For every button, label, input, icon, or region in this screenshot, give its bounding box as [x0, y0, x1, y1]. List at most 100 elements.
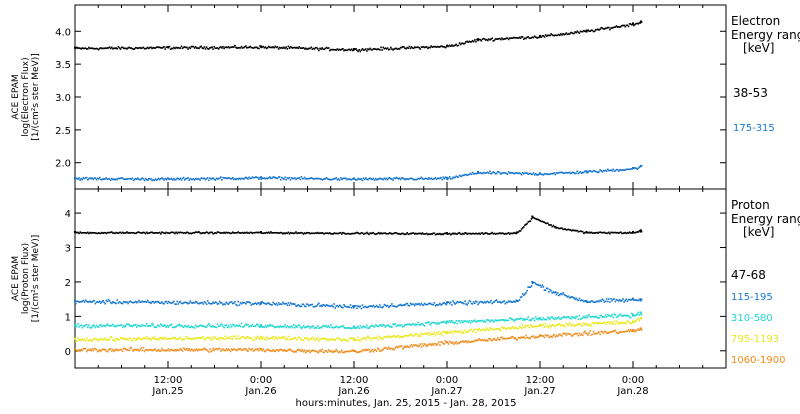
data-point [521, 293, 524, 295]
data-point [350, 337, 353, 339]
data-point [311, 336, 314, 339]
data-point [415, 333, 417, 336]
data-point [323, 324, 326, 327]
data-point [180, 324, 183, 327]
data-point [561, 324, 563, 327]
data-point [409, 334, 412, 336]
x-tick-label-time: 12:00 [340, 375, 369, 386]
data-point [379, 336, 381, 338]
data-point [173, 336, 175, 339]
data-point [506, 337, 509, 340]
data-point [392, 232, 394, 235]
data-point [204, 178, 207, 181]
data-point [136, 47, 138, 49]
data-point [350, 327, 353, 329]
data-point [396, 177, 399, 179]
data-point [185, 46, 187, 49]
data-point [186, 231, 188, 233]
data-point [87, 326, 89, 328]
data-point [410, 177, 413, 180]
data-point [363, 326, 366, 328]
data-point [600, 231, 602, 234]
data-point [505, 337, 508, 340]
data-point [262, 348, 265, 351]
data-point [302, 350, 305, 353]
data-point [293, 337, 295, 340]
data-point [115, 302, 117, 305]
data-point [284, 337, 286, 340]
data-point [115, 47, 117, 49]
data-point [119, 301, 122, 304]
data-point [111, 350, 113, 352]
data-point [326, 304, 329, 307]
data-point [372, 325, 375, 327]
data-point [133, 301, 136, 304]
data-point [525, 37, 527, 40]
data-point [188, 46, 190, 49]
data-point [193, 302, 196, 304]
data-point [442, 321, 444, 323]
data-point [285, 326, 287, 329]
data-point [366, 349, 368, 352]
data-point [533, 281, 536, 284]
data-point [530, 335, 533, 338]
data-point [454, 303, 456, 305]
data-point [151, 231, 153, 234]
data-point [307, 178, 309, 180]
data-point [164, 177, 166, 180]
data-point [106, 47, 109, 49]
data-point [390, 46, 392, 49]
data-point [613, 26, 616, 28]
data-point [406, 178, 408, 180]
data-point [544, 334, 547, 336]
data-point [563, 172, 565, 174]
data-point [547, 173, 549, 175]
proton-ytick-label: 1 [65, 312, 71, 323]
data-point [226, 232, 229, 234]
data-point [322, 48, 324, 50]
data-point [360, 338, 363, 340]
data-point [294, 337, 296, 339]
data-point [281, 349, 283, 351]
data-point [381, 338, 383, 341]
data-point [525, 324, 527, 327]
data-point [593, 170, 596, 172]
data-point [567, 32, 570, 35]
data-point [325, 232, 328, 234]
data-point [539, 172, 541, 175]
data-point [587, 171, 589, 173]
data-point [92, 300, 94, 302]
data-point [356, 49, 358, 52]
data-point [468, 330, 471, 332]
data-point [411, 345, 414, 348]
data-point [103, 348, 105, 351]
data-point [441, 178, 443, 181]
data-point [296, 326, 298, 328]
data-point [191, 45, 194, 48]
data-point [384, 326, 387, 328]
data-point [383, 336, 386, 338]
data-point [215, 232, 218, 235]
data-point [515, 327, 517, 330]
data-point [185, 301, 187, 304]
data-point [406, 46, 408, 49]
data-point [396, 305, 399, 308]
data-point [567, 332, 570, 335]
data-point [87, 349, 89, 351]
data-point [140, 325, 142, 327]
data-point [443, 320, 445, 323]
proton-ylabel: ACE EPAM [11, 256, 21, 301]
data-point [612, 323, 614, 325]
data-point [521, 36, 524, 38]
data-point [598, 171, 600, 173]
data-point [577, 31, 580, 34]
data-point [455, 341, 457, 343]
data-point [213, 45, 215, 48]
data-point [630, 312, 633, 315]
data-point [130, 339, 133, 342]
data-point [299, 178, 302, 181]
data-point [116, 48, 118, 50]
data-point [586, 322, 588, 325]
data-point [557, 171, 560, 174]
data-point [275, 348, 278, 351]
